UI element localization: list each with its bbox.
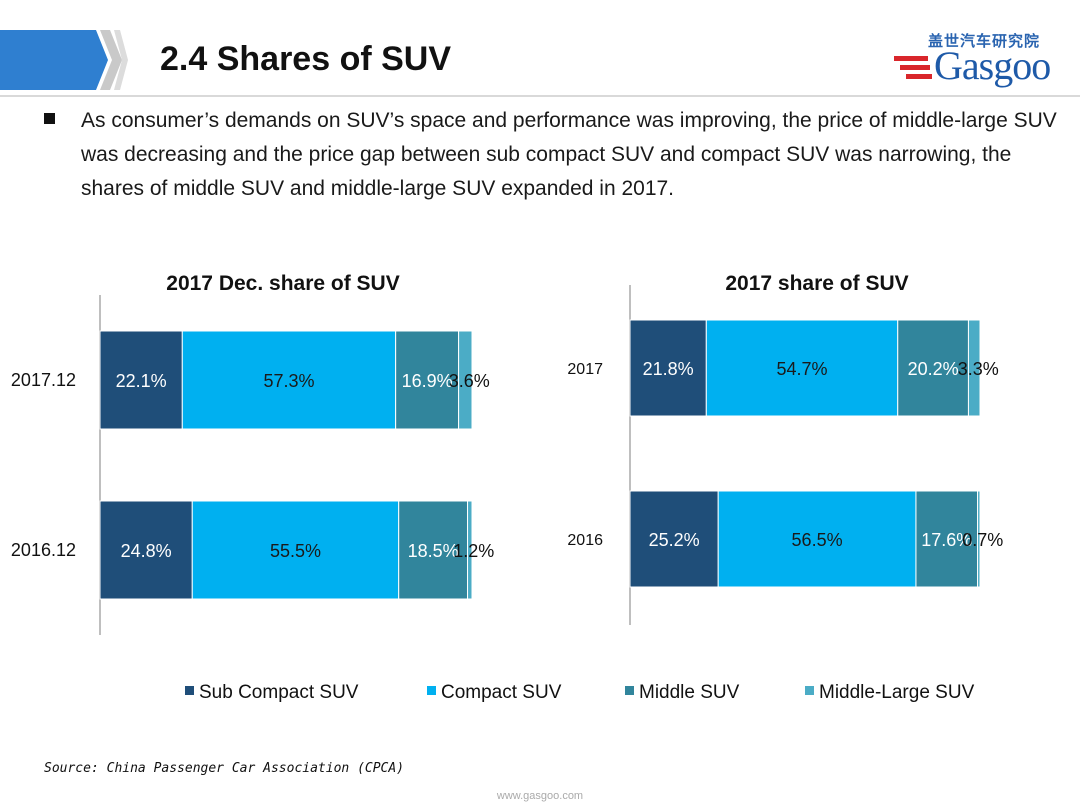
- data-label: 57.3%: [263, 371, 314, 391]
- bar-segment: [977, 490, 981, 588]
- page-title: 2.4 Shares of SUV: [160, 40, 452, 78]
- bar-segment: [717, 490, 917, 588]
- bullet-paragraph: As consumer’s demands on SUV’s space and…: [81, 109, 1057, 200]
- bar-segment: [967, 319, 981, 417]
- legend-swatch: [185, 686, 194, 695]
- logo-chinese-text: 盖世汽车研究院: [928, 33, 1041, 50]
- chart-title: 2017 share of SUV: [725, 272, 908, 295]
- category-label: 2017: [567, 361, 603, 378]
- gasgoo-logo: [890, 32, 1065, 87]
- bar-segment: [191, 500, 400, 600]
- legend-swatch: [625, 686, 634, 695]
- bar-segment: [99, 500, 193, 600]
- data-label: 24.8%: [121, 541, 172, 561]
- category-label: 2016.12: [11, 540, 76, 560]
- data-label: 54.7%: [777, 359, 828, 379]
- category-label: 2016: [567, 532, 603, 549]
- data-label: 17.6%: [921, 530, 972, 550]
- bar-segment: [629, 490, 719, 588]
- chart-title: 2017 Dec. share of SUV: [166, 272, 399, 295]
- legend-label: Sub Compact SUV: [199, 682, 359, 703]
- bar-segment: [398, 500, 469, 600]
- data-label: 1.2%: [453, 541, 494, 561]
- bullet-square-icon: [44, 113, 55, 124]
- bar-segment: [99, 330, 183, 430]
- bar-segment: [458, 330, 473, 430]
- data-label: 18.5%: [408, 541, 459, 561]
- bar-segment: [629, 319, 707, 417]
- data-label: 25.2%: [649, 530, 700, 550]
- data-label: 55.5%: [270, 541, 321, 561]
- bar-segment: [467, 500, 473, 600]
- source-note: Source: China Passenger Car Association …: [44, 761, 405, 776]
- data-label: 22.1%: [116, 371, 167, 391]
- bar-segment: [181, 330, 397, 430]
- data-label: 0.7%: [962, 530, 1003, 550]
- header-arrow-band: [0, 30, 128, 90]
- bar-segment: [395, 330, 460, 430]
- bar-segment: [897, 319, 969, 417]
- bar-segment: [705, 319, 899, 417]
- data-label: 20.2%: [908, 359, 959, 379]
- legend-swatch: [427, 686, 436, 695]
- legend-label: Compact SUV: [441, 682, 562, 703]
- title-divider: [0, 95, 1080, 97]
- data-label: 16.9%: [402, 371, 453, 391]
- data-label: 3.3%: [958, 359, 999, 379]
- legend-label: Middle-Large SUV: [819, 682, 975, 703]
- bar-segment: [915, 490, 979, 588]
- data-label: 3.6%: [449, 371, 490, 391]
- data-label: 56.5%: [792, 530, 843, 550]
- logo-english-text: Gasgoo: [934, 43, 1051, 88]
- category-label: 2017.12: [11, 370, 76, 390]
- legend-swatch: [805, 686, 814, 695]
- footer-url: www.gasgoo.com: [496, 790, 584, 802]
- data-label: 21.8%: [643, 359, 694, 379]
- legend-label: Middle SUV: [639, 682, 740, 703]
